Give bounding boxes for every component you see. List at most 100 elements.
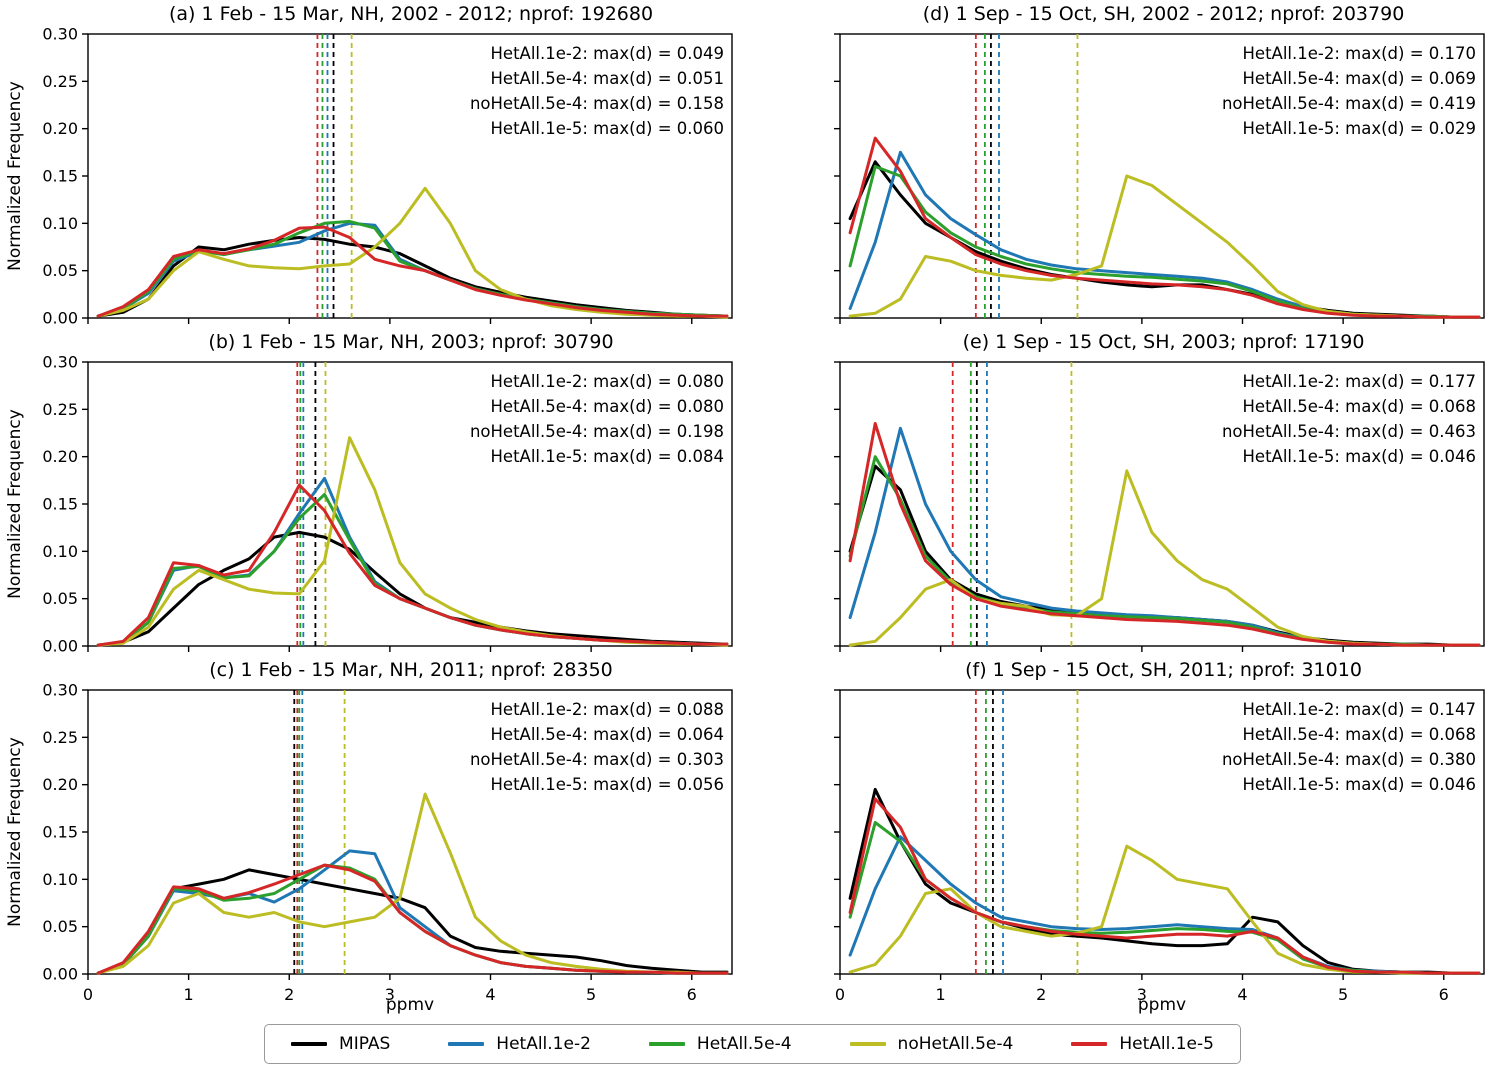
y-tick-label: 0.10 bbox=[42, 214, 78, 233]
y-tick-label: 0.00 bbox=[42, 309, 78, 328]
x-tick-label: 4 bbox=[1237, 985, 1247, 1004]
panel-d-title: (d) 1 Sep - 15 Oct, SH, 2002 - 2012; npr… bbox=[922, 3, 1405, 25]
panel-b-plot: 0.00 0.05 0.10 0.15 0.20 0.25 0.30 Normalized F… bbox=[5, 356, 733, 656]
x-tick-label: 5 bbox=[586, 985, 596, 1004]
max-d-annotation: HetAll.1e-2: max(d) = 0.170 bbox=[1243, 44, 1476, 63]
y-tick-label: 0.20 bbox=[42, 775, 78, 794]
series-HetAll.1e-5 bbox=[96, 483, 729, 647]
panel-d-plot: HetAll.1e-2: max(d) = 0.170 HetAll.5e-4: … bbox=[834, 33, 1485, 324]
y-tick-label: 0.30 bbox=[42, 28, 78, 44]
legend-label: HetAll.1e-2 bbox=[496, 1034, 591, 1054]
panel-e-plot: HetAll.1e-2: max(d) = 0.177 HetAll.5e-4: … bbox=[834, 361, 1485, 652]
max-d-annotation: noHetAll.5e-4: max(d) = 0.419 bbox=[1222, 94, 1476, 113]
panel-f-title: (f) 1 Sep - 15 Oct, SH, 2011; nprof: 310… bbox=[965, 659, 1362, 681]
y-tick-label: 0.25 bbox=[42, 400, 78, 419]
series-HetAll.1e-5 bbox=[848, 797, 1481, 975]
y-tick-label: 0.30 bbox=[42, 684, 78, 700]
y-tick-label: 0.15 bbox=[42, 495, 78, 514]
y-tick-label: 0.15 bbox=[42, 823, 78, 842]
y-tick-label: 0.05 bbox=[42, 261, 78, 280]
legend-label: HetAll.1e-5 bbox=[1119, 1034, 1214, 1054]
max-d-annotation: HetAll.5e-4: max(d) = 0.068 bbox=[1243, 725, 1476, 744]
max-d-annotation: HetAll.1e-2: max(d) = 0.088 bbox=[491, 700, 724, 719]
legend-item-hetall-5e-4: HetAll.5e-4 bbox=[648, 1034, 792, 1054]
y-axis-label: Normalized Frequency bbox=[5, 409, 25, 599]
max-d-annotation: HetAll.5e-4: max(d) = 0.080 bbox=[491, 397, 724, 416]
x-tick-label: 1 bbox=[936, 985, 946, 1004]
y-axis-label: Normalized Frequency bbox=[5, 737, 25, 927]
y-tick-label: 0.00 bbox=[42, 637, 78, 656]
panel-f-plot: 0 1 2 3 4 5 6 ppmv HetAll.1e-2: max(d) = 0.147 He… bbox=[834, 689, 1485, 1015]
max-d-annotation: noHetAll.5e-4: max(d) = 0.380 bbox=[1222, 750, 1476, 769]
x-tick-label: 5 bbox=[1338, 985, 1348, 1004]
series-noHetAll.5e-4 bbox=[96, 436, 729, 647]
series-MIPAS bbox=[96, 530, 729, 647]
panel-b-title: (b) 1 Feb - 15 Mar, NH, 2003; nprof: 307… bbox=[208, 331, 614, 353]
legend-item-hetall-1e-5: HetAll.1e-5 bbox=[1071, 1034, 1214, 1054]
legend-item-nohetall-5e-4: noHetAll.5e-4 bbox=[849, 1034, 1014, 1054]
series-HetAll.1e-2 bbox=[96, 476, 729, 647]
legend-line-swatch bbox=[448, 1042, 485, 1046]
legend-line-swatch bbox=[1071, 1042, 1108, 1046]
x-tick-label: 2 bbox=[284, 985, 294, 1004]
legend-item-mipas: MIPAS bbox=[291, 1034, 390, 1054]
max-d-annotation: HetAll.1e-5: max(d) = 0.056 bbox=[491, 775, 724, 794]
y-tick-label: 0.25 bbox=[42, 72, 78, 91]
y-tick-label: 0.20 bbox=[42, 447, 78, 466]
max-d-annotation: noHetAll.5e-4: max(d) = 0.463 bbox=[1222, 422, 1476, 441]
max-d-annotation: noHetAll.5e-4: max(d) = 0.303 bbox=[470, 750, 724, 769]
y-tick-label: 0.15 bbox=[42, 167, 78, 186]
max-d-annotation: HetAll.1e-5: max(d) = 0.046 bbox=[1243, 775, 1476, 794]
series-HetAll.5e-4 bbox=[96, 493, 729, 647]
series-HetAll.1e-5 bbox=[848, 136, 1481, 319]
series-HetAll.1e-2 bbox=[848, 835, 1481, 975]
x-tick-label: 4 bbox=[485, 985, 495, 1004]
max-d-annotation: HetAll.1e-2: max(d) = 0.080 bbox=[491, 372, 724, 391]
legend-line-swatch bbox=[648, 1042, 685, 1046]
y-tick-label: 0.20 bbox=[42, 119, 78, 138]
series-HetAll.1e-5 bbox=[96, 225, 729, 318]
x-axis-label: ppmv bbox=[386, 995, 434, 1015]
series-HetAll.5e-4 bbox=[848, 165, 1481, 319]
x-tick-label: 6 bbox=[687, 985, 697, 1004]
panel-a: (a) 1 Feb - 15 Mar, NH, 2002 - 2012; npr… bbox=[0, 0, 752, 328]
max-d-annotation: HetAll.1e-5: max(d) = 0.084 bbox=[491, 447, 724, 466]
panel-d: (d) 1 Sep - 15 Oct, SH, 2002 - 2012; npr… bbox=[752, 0, 1505, 328]
x-tick-label: 0 bbox=[83, 985, 93, 1004]
max-d-annotation: HetAll.1e-5: max(d) = 0.029 bbox=[1243, 119, 1476, 138]
panel-a-plot: 0.00 0.05 0.10 0.15 0.20 0.25 0.30 Normalized F… bbox=[5, 28, 733, 328]
panel-c: (c) 1 Feb - 15 Mar, NH, 2011; nprof: 283… bbox=[0, 656, 752, 1016]
legend-row: MIPAS HetAll.1e-2 HetAll.5e-4 noHetAll.5… bbox=[0, 1016, 1505, 1070]
legend-label: HetAll.5e-4 bbox=[696, 1034, 792, 1054]
max-d-annotation: HetAll.5e-4: max(d) = 0.064 bbox=[491, 725, 724, 744]
y-tick-label: 0.00 bbox=[42, 965, 78, 984]
max-d-annotation: HetAll.5e-4: max(d) = 0.068 bbox=[1243, 397, 1476, 416]
series-HetAll.1e-5 bbox=[848, 422, 1481, 647]
y-tick-label: 0.10 bbox=[42, 870, 78, 889]
x-tick-label: 6 bbox=[1439, 985, 1449, 1004]
series-HetAll.1e-5 bbox=[96, 863, 729, 975]
x-tick-label: 0 bbox=[835, 985, 845, 1004]
max-d-annotation: HetAll.1e-5: max(d) = 0.046 bbox=[1243, 447, 1476, 466]
x-tick-label: 1 bbox=[184, 985, 194, 1004]
series-noHetAll.5e-4 bbox=[96, 792, 729, 975]
series-MIPAS bbox=[848, 787, 1481, 975]
y-tick-label: 0.10 bbox=[42, 542, 78, 561]
series-noHetAll.5e-4 bbox=[848, 174, 1481, 319]
max-d-annotation: HetAll.5e-4: max(d) = 0.051 bbox=[491, 69, 724, 88]
panel-e: (e) 1 Sep - 15 Oct, SH, 2003; nprof: 171… bbox=[752, 328, 1505, 656]
max-d-annotation: HetAll.1e-5: max(d) = 0.060 bbox=[491, 119, 724, 138]
series-noHetAll.5e-4 bbox=[848, 844, 1481, 975]
legend-label: noHetAll.5e-4 bbox=[897, 1034, 1014, 1054]
panel-c-plot: 0.00 0.05 0.10 0.15 0.20 0.25 0.30 0 1 2 3 4 5 6 Norma… bbox=[5, 684, 733, 1015]
legend-item-hetall-1e-2: HetAll.1e-2 bbox=[448, 1034, 591, 1054]
max-d-annotation: HetAll.5e-4: max(d) = 0.069 bbox=[1243, 69, 1476, 88]
y-tick-label: 0.30 bbox=[42, 356, 78, 372]
y-tick-label: 0.05 bbox=[42, 589, 78, 608]
panel-a-title: (a) 1 Feb - 15 Mar, NH, 2002 - 2012; npr… bbox=[168, 3, 654, 25]
max-d-annotation: noHetAll.5e-4: max(d) = 0.198 bbox=[470, 422, 724, 441]
x-axis-label: ppmv bbox=[1138, 995, 1186, 1015]
series-MIPAS bbox=[848, 160, 1481, 319]
series-HetAll.5e-4 bbox=[848, 455, 1481, 647]
